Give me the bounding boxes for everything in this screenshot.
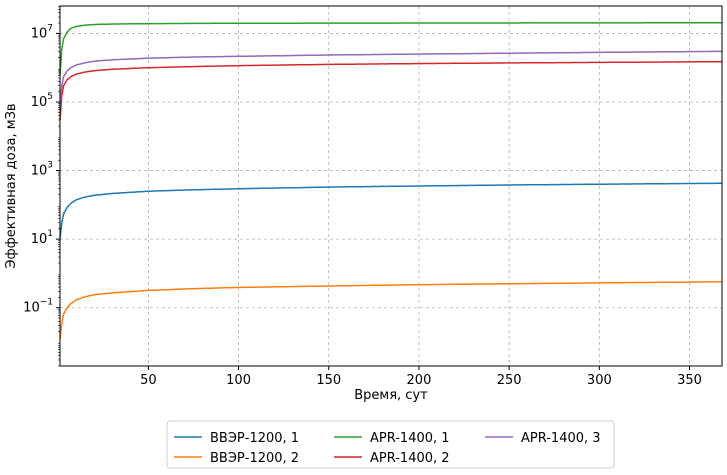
y-axis-ticks: 10−1 101 103 105 107 bbox=[23, 6, 60, 367]
legend: ВВЭР-1200, 1 ВВЭР-1200, 2 APR-1400, 1 APR-1… bbox=[166, 420, 615, 469]
x-tick-label: 350 bbox=[677, 373, 702, 388]
series-line bbox=[59, 50, 722, 110]
y-tick-label: 107 bbox=[31, 23, 53, 41]
y-axis-label: Эффективная доза, мЗв bbox=[4, 103, 19, 268]
x-tick-label: 50 bbox=[140, 373, 157, 388]
legend-box bbox=[166, 420, 615, 469]
x-tick-label: 300 bbox=[587, 373, 612, 388]
legend-label: APR-1400, 2 bbox=[370, 451, 450, 466]
legend-label: APR-1400, 1 bbox=[370, 431, 450, 446]
plot-frame bbox=[59, 5, 723, 367]
y-tick-label: 10−1 bbox=[23, 298, 53, 316]
x-tick-label: 150 bbox=[316, 373, 341, 388]
x-tick-label: 200 bbox=[407, 373, 432, 388]
legend-label: ВВЭР-1200, 1 bbox=[210, 431, 299, 446]
y-tick-label: 105 bbox=[31, 92, 53, 110]
x-axis-ticks: 50 100 150 200 250 300 350 bbox=[140, 366, 702, 388]
series-line bbox=[59, 281, 722, 340]
y-tick-label: 101 bbox=[31, 229, 53, 247]
series-line bbox=[59, 182, 722, 240]
series-line bbox=[59, 60, 722, 120]
legend-label: ВВЭР-1200, 2 bbox=[210, 451, 299, 466]
x-tick-label: 100 bbox=[226, 373, 251, 388]
y-tick-label: 103 bbox=[31, 161, 53, 179]
legend-label: APR-1400, 3 bbox=[521, 431, 601, 446]
series-layer bbox=[59, 22, 722, 340]
x-axis-label: Время, сут bbox=[354, 388, 428, 403]
x-tick-label: 250 bbox=[497, 373, 522, 388]
series-line bbox=[59, 22, 722, 76]
